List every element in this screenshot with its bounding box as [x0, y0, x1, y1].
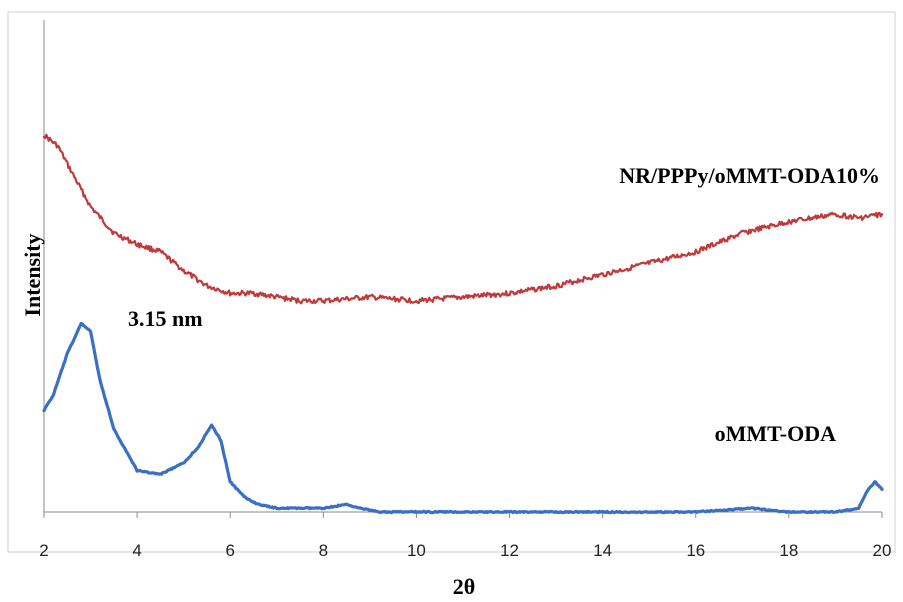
labels-group: 2θ Intensity NR/PPPy/oMMT-ODA10% oMMT-OD…	[20, 163, 880, 599]
x-tick-label: 20	[873, 541, 892, 560]
x-axis-title: 2θ	[453, 574, 475, 599]
x-tick-label: 2	[39, 541, 48, 560]
x-tick-label: 10	[407, 541, 426, 560]
series-line-ommt-oda	[42, 321, 884, 515]
x-tick-label: 18	[779, 541, 798, 560]
x-tick-label: 8	[319, 541, 328, 560]
x-tick-label: 6	[225, 541, 234, 560]
series-label-nr-pppy: NR/PPPy/oMMT-ODA10%	[619, 163, 880, 188]
x-tick-label: 16	[686, 541, 705, 560]
y-axis-title: Intensity	[20, 233, 45, 316]
x-tick-label: 4	[132, 541, 141, 560]
x-tick-label: 12	[500, 541, 519, 560]
x-tick-label: 14	[593, 541, 612, 560]
peak-annotation: 3.15 nm	[128, 306, 203, 331]
series-group	[42, 133, 884, 515]
chart-frame	[7, 11, 896, 553]
axes: 2 4 6 8 10 12 14 16 18 20	[39, 20, 891, 560]
series-label-ommt-oda: oMMT-ODA	[715, 421, 837, 446]
series-line-nr-pppy	[42, 133, 884, 305]
